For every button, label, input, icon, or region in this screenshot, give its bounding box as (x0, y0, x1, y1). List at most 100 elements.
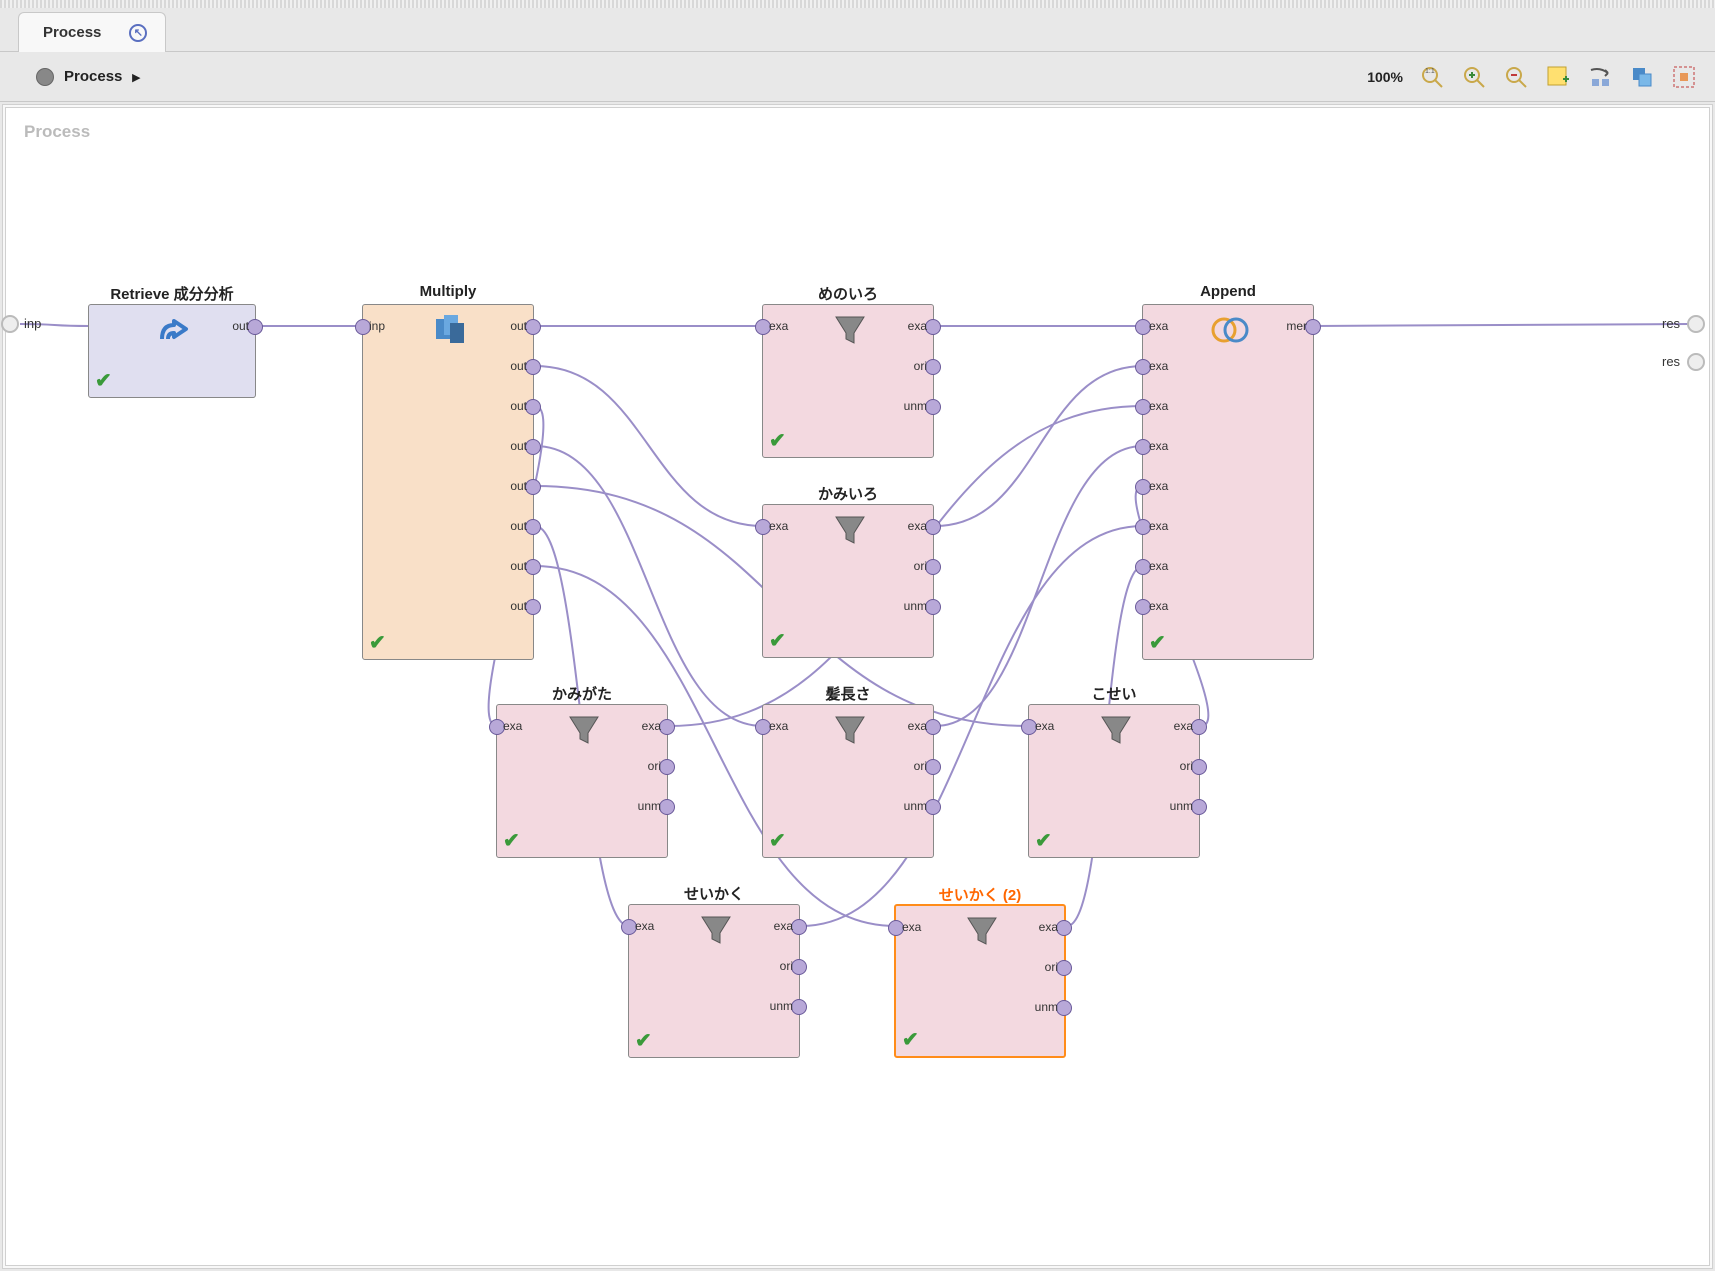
process-input-port[interactable] (1, 315, 19, 333)
operator-menoiro[interactable]: めのいろexaexaoriunm✔ (762, 304, 934, 458)
operator-multiply[interactable]: Multiplyinpoutoutoutoutoutoutoutout✔ (362, 304, 534, 660)
status-ok-icon: ✔ (503, 828, 520, 853)
tab-bar: Process ↖ (0, 8, 1715, 52)
output-port[interactable] (525, 599, 541, 615)
port-label: exa (908, 719, 927, 733)
port-label: exa (1149, 399, 1168, 413)
operator-kamiiro[interactable]: かみいろexaexaoriunm✔ (762, 504, 934, 658)
breadcrumb-bar: Process ▸ 100% 1:1 (0, 52, 1715, 102)
output-port[interactable] (925, 799, 941, 815)
breadcrumb-root-icon (36, 68, 54, 86)
operator-kaminaga[interactable]: 髪長さexaexaoriunm✔ (762, 704, 934, 858)
output-port[interactable] (791, 959, 807, 975)
output-port[interactable] (925, 519, 941, 535)
port-label: ori (914, 759, 927, 773)
output-port[interactable] (659, 759, 675, 775)
output-port[interactable] (791, 919, 807, 935)
multiply-icon (430, 313, 466, 345)
port-label: exa (1174, 719, 1193, 733)
output-port[interactable] (1056, 1000, 1072, 1016)
filter-icon (1096, 713, 1132, 745)
operator-retrieve[interactable]: Retrieve 成分分析out✔ (88, 304, 256, 398)
breadcrumb-separator: ▸ (132, 68, 140, 86)
operator-title: かみがた (552, 683, 612, 704)
append-icon (1210, 313, 1246, 345)
output-port[interactable] (1056, 960, 1072, 976)
fit-view-icon[interactable] (1671, 64, 1697, 90)
port-label: exa (908, 519, 927, 533)
port-label: exa (1149, 519, 1168, 533)
port-label: ori (1180, 759, 1193, 773)
output-port[interactable] (1191, 719, 1207, 735)
zoom-reset-icon[interactable]: 1:1 (1419, 64, 1445, 90)
operator-title: 髪長さ (825, 683, 870, 704)
port-label: exa (908, 319, 927, 333)
zoom-in-icon[interactable] (1461, 64, 1487, 90)
process-output-port[interactable] (1687, 353, 1705, 371)
add-note-icon[interactable] (1545, 64, 1571, 90)
output-port[interactable] (525, 439, 541, 455)
arrange-icon[interactable] (1629, 64, 1655, 90)
output-port[interactable] (1191, 759, 1207, 775)
output-port[interactable] (247, 319, 263, 335)
operator-append[interactable]: Appendexaexaexaexaexaexaexaexamer✔ (1142, 304, 1314, 660)
operator-seikaku[interactable]: せいかくexaexaoriunm✔ (628, 904, 800, 1058)
status-ok-icon: ✔ (369, 630, 386, 655)
output-port[interactable] (925, 559, 941, 575)
port-label: exa (902, 920, 921, 934)
output-port[interactable] (1305, 319, 1321, 335)
app-drag-handle[interactable] (0, 0, 1715, 8)
svg-text:1:1: 1:1 (1425, 68, 1435, 75)
output-port[interactable] (659, 719, 675, 735)
zoom-out-icon[interactable] (1503, 64, 1529, 90)
tab-process[interactable]: Process ↖ (18, 12, 166, 52)
output-port[interactable] (925, 399, 941, 415)
port-label: ori (648, 759, 661, 773)
output-port[interactable] (1191, 799, 1207, 815)
output-port[interactable] (925, 599, 941, 615)
output-port[interactable] (525, 399, 541, 415)
port-label: exa (774, 919, 793, 933)
output-port[interactable] (925, 719, 941, 735)
port-label: ori (914, 359, 927, 373)
port-label: exa (769, 719, 788, 733)
tab-label: Process (43, 24, 101, 41)
port-label: ori (914, 559, 927, 573)
filter-icon (564, 713, 600, 745)
output-port[interactable] (525, 359, 541, 375)
breadcrumb-label[interactable]: Process (64, 68, 122, 85)
tab-nav-icon[interactable]: ↖ (129, 24, 147, 42)
operator-seikaku2[interactable]: せいかく (2)exaexaoriunm✔ (894, 904, 1066, 1058)
output-port[interactable] (659, 799, 675, 815)
status-ok-icon: ✔ (769, 828, 786, 853)
output-port[interactable] (925, 759, 941, 775)
retrieve-icon (154, 313, 190, 345)
zoom-level: 100% (1367, 69, 1403, 85)
auto-layout-icon[interactable] (1587, 64, 1613, 90)
output-port[interactable] (525, 519, 541, 535)
process-canvas[interactable]: Process Retrieve 成分分析out✔Multiplyinpouto… (5, 107, 1710, 1266)
port-label: ori (780, 959, 793, 973)
operator-title: せいかく (2) (939, 884, 1022, 905)
operator-title: Retrieve 成分分析 (110, 283, 233, 304)
output-port[interactable] (791, 999, 807, 1015)
port-label: exa (1149, 479, 1168, 493)
process-output-port[interactable] (1687, 315, 1705, 333)
output-port[interactable] (1056, 920, 1072, 936)
port-label: out (232, 319, 249, 333)
port-label: exa (769, 319, 788, 333)
port-label: mer (1286, 319, 1307, 333)
port-label: out (510, 399, 527, 413)
output-port[interactable] (525, 559, 541, 575)
status-ok-icon: ✔ (769, 628, 786, 653)
output-port[interactable] (525, 479, 541, 495)
operator-kamigata[interactable]: かみがたexaexaoriunm✔ (496, 704, 668, 858)
output-port[interactable] (525, 319, 541, 335)
output-port[interactable] (925, 319, 941, 335)
port-label: unm (904, 799, 927, 813)
output-port[interactable] (925, 359, 941, 375)
operator-title: こせい (1091, 683, 1136, 704)
port-label: exa (1149, 599, 1168, 613)
port-label: res (1662, 316, 1680, 331)
operator-kosei[interactable]: こせいexaexaoriunm✔ (1028, 704, 1200, 858)
